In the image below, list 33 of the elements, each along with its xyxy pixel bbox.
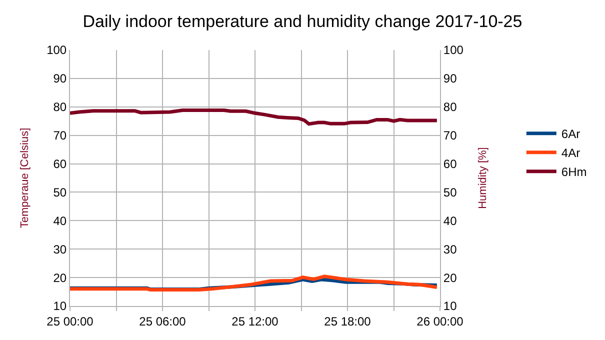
y2-tick-label: 70 <box>443 128 458 143</box>
y-tick-label: 100 <box>46 43 67 58</box>
y-tick-label: 30 <box>53 242 67 256</box>
x-tick-label: 25 06:00 <box>139 314 186 328</box>
line-series <box>70 108 439 126</box>
y2-tick-label: 100 <box>443 43 464 58</box>
line-series <box>70 274 439 292</box>
y-tick-label: 50 <box>53 185 67 200</box>
legend-label: 4Ar <box>561 146 580 160</box>
x-tick-label: 25 12:00 <box>232 314 279 328</box>
y2-tick-label: 90 <box>443 72 458 86</box>
chart-title: Daily indoor temperature and humidity change 2017-10-25 <box>82 12 522 32</box>
y-tick-label: 60 <box>53 156 67 171</box>
y-tick-label: 40 <box>53 214 67 228</box>
y2-axis-title: Humidity [%] <box>476 147 489 209</box>
x-tick-label: 25 00:00 <box>46 314 94 328</box>
y2-tick-label: 20 <box>443 270 458 285</box>
y2-tick-label: 80 <box>443 100 458 114</box>
y-axis-title: Temperaue [Celsius] <box>19 128 32 228</box>
y2-tick-label: 10 <box>443 299 458 314</box>
y-tick-label: 80 <box>53 100 67 114</box>
y2-tick-label: 50 <box>443 185 458 200</box>
y2-tick-label: 40 <box>443 214 458 228</box>
x-tick-label: 25 18:00 <box>324 314 372 328</box>
x-tick-label: 26 00:00 <box>416 314 464 328</box>
legend-label: 6Hm <box>561 165 587 180</box>
legend-label: 6Ar <box>561 127 580 142</box>
y2-tick-label: 30 <box>443 242 458 256</box>
y-tick-label: 90 <box>53 72 67 86</box>
y-tick-label: 20 <box>53 270 67 285</box>
y-tick-label: 10 <box>53 299 67 314</box>
y-tick-label: 70 <box>53 128 67 143</box>
y2-tick-label: 60 <box>443 156 458 171</box>
